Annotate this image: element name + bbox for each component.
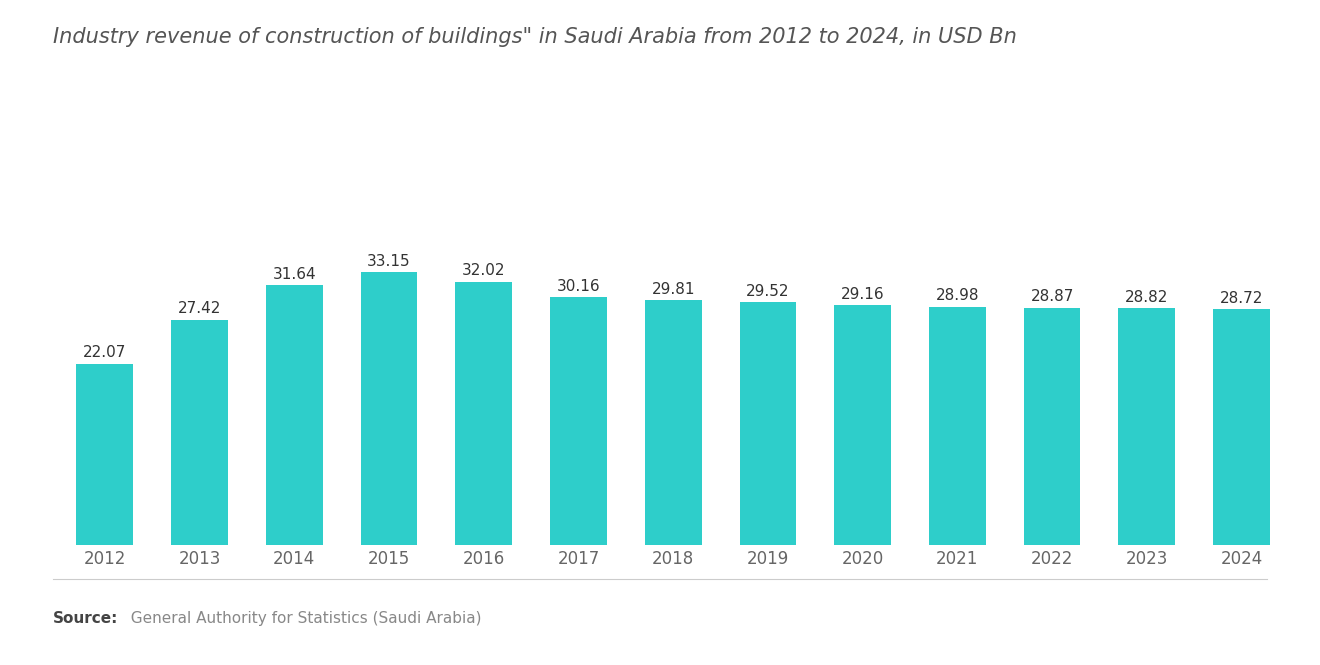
Bar	[929, 307, 986, 545]
Text: 27.42: 27.42	[178, 301, 222, 317]
Text: 30.16: 30.16	[557, 279, 601, 294]
Bar	[455, 282, 512, 545]
Bar	[550, 297, 607, 545]
Bar	[265, 285, 323, 545]
Bar	[360, 273, 417, 545]
Text: 33.15: 33.15	[367, 254, 411, 269]
Bar	[77, 364, 133, 545]
Text: 28.98: 28.98	[936, 289, 979, 303]
Bar	[1118, 308, 1175, 545]
Text: 28.87: 28.87	[1031, 289, 1073, 305]
Text: 22.07: 22.07	[83, 345, 127, 360]
Text: General Authority for Statistics (Saudi Arabia): General Authority for Statistics (Saudi …	[121, 611, 482, 626]
Text: 29.81: 29.81	[652, 281, 694, 297]
Bar	[1213, 309, 1270, 545]
Bar	[739, 303, 796, 545]
Text: 32.02: 32.02	[462, 263, 506, 279]
Text: Source:: Source:	[53, 611, 119, 626]
Bar	[644, 300, 702, 545]
Bar	[834, 305, 891, 545]
Text: 29.52: 29.52	[746, 284, 789, 299]
Text: 31.64: 31.64	[272, 267, 317, 281]
Text: 28.82: 28.82	[1125, 290, 1168, 305]
Text: 28.72: 28.72	[1220, 291, 1263, 305]
Bar	[172, 320, 228, 545]
Bar	[1023, 308, 1081, 545]
Text: Industry revenue of construction of buildings" in Saudi Arabia from 2012 to 2024: Industry revenue of construction of buil…	[53, 27, 1016, 47]
Text: 29.16: 29.16	[841, 287, 884, 302]
